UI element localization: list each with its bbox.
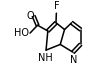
Text: N: N (70, 55, 77, 65)
Text: HO: HO (14, 28, 29, 38)
Text: O: O (26, 11, 34, 21)
Text: F: F (54, 1, 59, 11)
Text: NH: NH (38, 53, 53, 63)
